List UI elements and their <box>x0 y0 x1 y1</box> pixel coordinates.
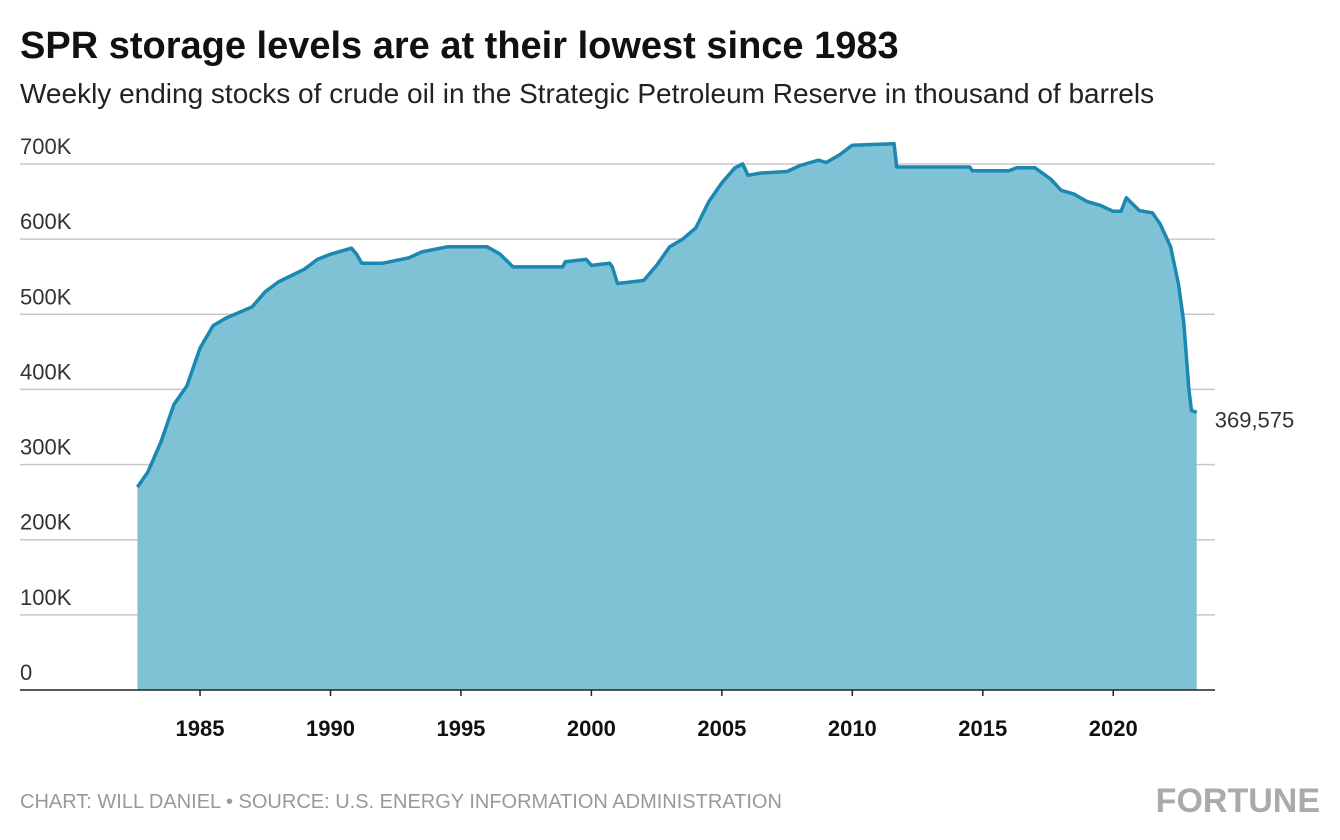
x-tick-label: 2000 <box>567 716 616 741</box>
area-fill <box>137 143 1197 690</box>
x-tick-label: 2010 <box>828 716 877 741</box>
y-tick-label: 0 <box>20 660 32 685</box>
x-tick-label: 1995 <box>436 716 485 741</box>
y-tick-label: 400K <box>20 359 72 384</box>
x-tick-label: 2015 <box>958 716 1007 741</box>
x-tick-label: 1985 <box>176 716 225 741</box>
x-tick-label: 2020 <box>1089 716 1138 741</box>
x-tick-label: 1990 <box>306 716 355 741</box>
y-tick-label: 500K <box>20 284 72 309</box>
y-tick-label: 600K <box>20 209 72 234</box>
end-label: 369,575 <box>1215 407 1295 432</box>
chart-subtitle: Weekly ending stocks of crude oil in the… <box>20 78 1154 109</box>
logo: FORTUNE <box>1156 782 1320 820</box>
x-tick-label: 2005 <box>697 716 746 741</box>
chart-title: SPR storage levels are at their lowest s… <box>20 25 899 67</box>
area-line <box>135 141 1198 489</box>
y-tick-label: 300K <box>20 435 72 460</box>
source-note: CHART: WILL DANIEL • SOURCE: U.S. ENERGY… <box>20 791 782 813</box>
y-tick-label: 700K <box>20 134 72 159</box>
y-tick-label: 100K <box>20 585 72 610</box>
y-tick-label: 200K <box>20 510 72 535</box>
